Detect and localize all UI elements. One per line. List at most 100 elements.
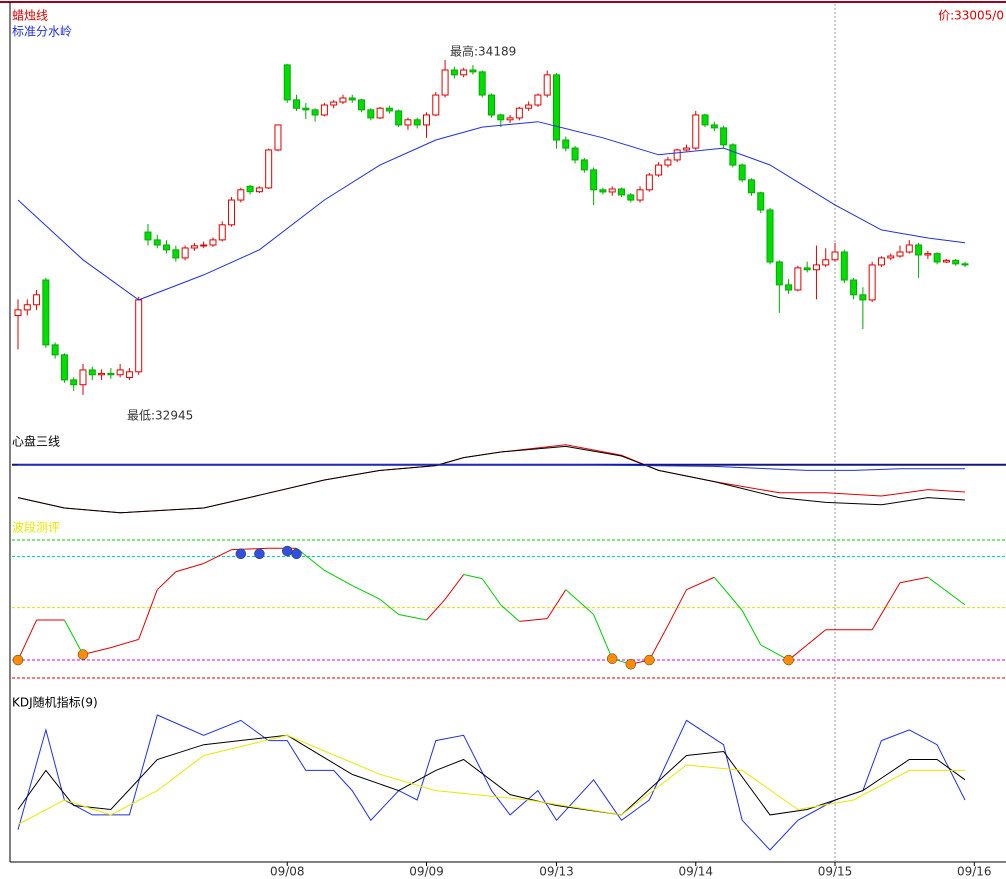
indicator-line [17, 734, 966, 816]
candle-body [961, 263, 969, 266]
indicator-segment [519, 618, 548, 622]
low-label: 最低:32945 [127, 409, 193, 423]
candle-body [163, 244, 171, 251]
candle-body [850, 279, 858, 296]
indicator-segment [175, 562, 204, 573]
candle-body [135, 299, 143, 373]
candle-body [738, 164, 746, 181]
candle-body [339, 97, 347, 103]
candle-body [237, 189, 245, 201]
candle-body [942, 259, 950, 263]
indicator-segment [324, 569, 353, 586]
candle-body [228, 199, 236, 226]
candle-body [580, 159, 588, 171]
candle-body [673, 149, 681, 161]
candle-body [812, 264, 820, 271]
signal-marker [77, 649, 89, 660]
candle-body [116, 369, 124, 376]
candle-body [599, 189, 607, 193]
candle-body [525, 104, 533, 109]
signal-marker [12, 654, 24, 666]
price-label: 价:33005/0 [938, 9, 1004, 23]
x-tick-label: 09/09 [409, 865, 444, 879]
candle-body [33, 294, 41, 306]
indicator-segment [927, 576, 966, 606]
signal-marker [254, 548, 265, 560]
candle-title: 蜡烛线 [12, 9, 48, 23]
candle-body [645, 174, 653, 191]
candle-body [655, 164, 663, 176]
candle-body [682, 147, 690, 151]
signal-marker [625, 658, 637, 670]
candle-body [190, 245, 198, 249]
candle-body [218, 224, 226, 241]
candle-body [617, 188, 625, 196]
panel-title: KDJ随机指标(9) [12, 695, 98, 710]
candle-body [887, 255, 895, 259]
candle-body [747, 179, 755, 194]
candle-body [23, 304, 31, 311]
signal-marker [281, 545, 293, 557]
candle-body [803, 267, 811, 271]
x-tick-label: 09/16 [957, 865, 992, 879]
candle-body [153, 239, 161, 246]
indicator-line [17, 734, 965, 825]
candle-body [664, 159, 672, 166]
candle-body [125, 371, 133, 378]
candle-body [543, 74, 551, 96]
signal-marker [291, 548, 302, 560]
indicator-segment [426, 599, 446, 621]
candle-body [348, 97, 356, 101]
candle-body [497, 114, 505, 121]
candle-body [692, 114, 700, 149]
candle-body [952, 259, 960, 265]
candle-body [98, 372, 106, 376]
candle-body [209, 239, 217, 246]
candle-body [905, 244, 913, 253]
indicator-segment [398, 614, 427, 621]
candle-body [413, 119, 421, 126]
candle-body [144, 231, 152, 241]
candle-body [488, 94, 495, 116]
candle-body [822, 259, 830, 266]
candle-body [274, 124, 282, 151]
candle-body [200, 244, 208, 247]
candle-body [265, 149, 273, 189]
indicator-segment [63, 619, 84, 655]
indicator-segment [481, 578, 502, 606]
candle-body [423, 114, 431, 126]
candle-body [757, 192, 765, 211]
candle-body [710, 124, 718, 129]
x-tick-label: 09/14 [678, 865, 713, 879]
candle-body [246, 185, 254, 193]
candle-body [729, 144, 737, 166]
panel-title: 心盘三线 [12, 434, 60, 449]
indicator-segment [806, 629, 827, 646]
candle-body [915, 244, 923, 256]
candle-body [320, 104, 328, 116]
indicator-segment [686, 576, 715, 591]
indicator-segment [871, 582, 901, 630]
indicator-segment [741, 610, 762, 646]
candle-body [293, 99, 301, 109]
indicator-segment [231, 547, 269, 551]
panel-title: 波段测评 [12, 520, 60, 535]
candle-body [450, 69, 458, 76]
candle-body [79, 369, 87, 386]
candle-body [775, 261, 783, 286]
candle-body [302, 107, 310, 111]
indicator-segment [899, 576, 928, 584]
x-tick-label: 09/15 [818, 865, 853, 879]
candle-body [395, 110, 403, 126]
signal-marker [606, 653, 618, 664]
candle-body [385, 107, 393, 112]
candle-body [42, 279, 50, 346]
indicator-segment [444, 574, 465, 600]
indicator-segment [648, 625, 669, 661]
candle-body [515, 107, 523, 119]
candle-body [172, 249, 180, 259]
candle-body [896, 251, 904, 257]
candle-body [255, 187, 263, 193]
candle-body [840, 251, 848, 281]
